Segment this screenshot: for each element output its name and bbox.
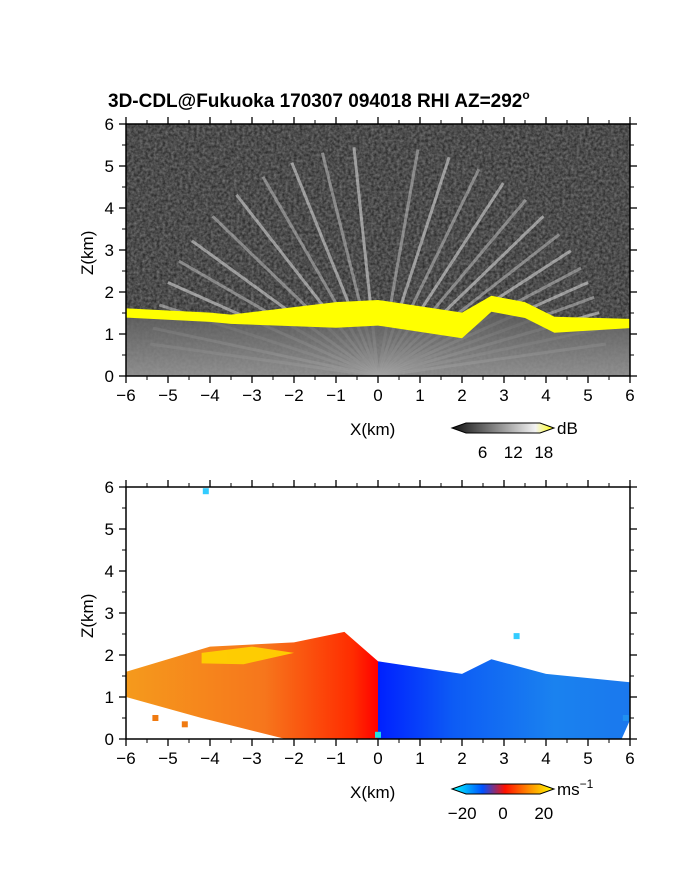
y-tick-label: 6: [105, 478, 114, 497]
y-tick-label: 5: [105, 157, 114, 176]
chart-title: 3D-CDL@Fukuoka 170307 094018 RHI AZ=292o: [108, 88, 530, 112]
colorbar-unit: ms−1: [557, 777, 594, 799]
echo-speck: [202, 488, 209, 495]
colorbar-ticks: 6 12 18: [478, 443, 553, 462]
x-tick-label: −1: [326, 749, 345, 768]
y-tick-label: 3: [105, 241, 114, 260]
y-tick-label: 1: [105, 325, 114, 344]
echo-speck: [513, 633, 520, 640]
x-tick-label: 3: [499, 749, 508, 768]
x-tick-label: 4: [541, 386, 550, 405]
cloud-base-echo: [126, 295, 630, 339]
velocity-left-upper: [201, 646, 294, 665]
x-tick-label: 6: [625, 386, 634, 405]
x-tick-label: −5: [158, 386, 177, 405]
colorbar-backscatter: 6 12 18 dB: [450, 419, 578, 462]
colorbar-bar: [450, 422, 556, 434]
velocity-left-region: [126, 631, 378, 739]
y-tick-label: 1: [105, 688, 114, 707]
colorbar-velocity: −20 0 20 ms−1: [448, 777, 594, 823]
y-axis-label: Z(km): [78, 594, 97, 638]
colorbar-ticks: −20 0 20: [448, 804, 553, 823]
colorbar-bar: [450, 783, 556, 795]
axes: −6 −5 −4 −3 −2 −1 0 1 2 3 4 5 6 0 1 2 3 4 5 6: [105, 478, 637, 768]
colorbar-tick-label: 12: [504, 443, 523, 462]
backscatter-field: [126, 124, 630, 376]
x-tick-label: 1: [415, 386, 424, 405]
x-tick-label: 0: [373, 386, 382, 405]
x-axis-label: X(km): [350, 783, 395, 802]
x-tick-label: 6: [625, 749, 634, 768]
colorbar-tick-label: 20: [534, 804, 553, 823]
x-tick-label: −5: [158, 749, 177, 768]
x-tick-label: −6: [116, 749, 135, 768]
x-tick-label: 5: [583, 386, 592, 405]
velocity-right-region: [378, 659, 630, 739]
x-tick-label: −2: [284, 749, 303, 768]
y-tick-label: 0: [105, 367, 114, 386]
y-tick-label: 4: [105, 562, 114, 581]
echo-speck: [375, 731, 381, 738]
y-axis-label: Z(km): [78, 231, 97, 275]
x-tick-label: −4: [200, 749, 219, 768]
echo-speck: [181, 721, 188, 728]
x-tick-label: 0: [373, 749, 382, 768]
x-tick-label: −3: [242, 386, 261, 405]
colorbar-tick-label: 6: [478, 443, 487, 462]
x-tick-label: 1: [415, 749, 424, 768]
x-tick-label: −4: [200, 386, 219, 405]
echo-speck: [622, 715, 629, 721]
x-tick-label: 2: [457, 749, 466, 768]
colorbar-tick-label: 18: [534, 443, 553, 462]
x-tick-label: −1: [326, 386, 345, 405]
velocity-panel: −6 −5 −4 −3 −2 −1 0 1 2 3 4 5 6 0 1 2 3 4 5 6 X(km) Z(km) −…: [78, 478, 637, 823]
x-tick-label: 5: [583, 749, 592, 768]
colorbar-tick-label: −20: [448, 804, 477, 823]
echo-speck: [152, 715, 159, 721]
x-tick-label: −2: [284, 386, 303, 405]
y-tick-label: 5: [105, 520, 114, 539]
velocity-field: [126, 487, 630, 739]
y-tick-label: 2: [105, 283, 114, 302]
colorbar-unit: dB: [557, 419, 578, 438]
axes: −6 −5 −4 −3 −2 −1 0 1 2 3 4 5 6 0 1 2 3 4 5 6: [105, 115, 637, 405]
x-tick-label: −6: [116, 386, 135, 405]
x-tick-label: −3: [242, 749, 261, 768]
y-tick-label: 3: [105, 604, 114, 623]
y-tick-label: 6: [105, 115, 114, 134]
y-tick-label: 2: [105, 646, 114, 665]
x-tick-label: 4: [541, 749, 550, 768]
x-tick-label: 3: [499, 386, 508, 405]
y-tick-label: 4: [105, 199, 114, 218]
x-axis-label: X(km): [350, 420, 395, 439]
colorbar-tick-label: 0: [498, 804, 507, 823]
x-tick-label: 2: [457, 386, 466, 405]
y-tick-label: 0: [105, 730, 114, 749]
isolated-echoes: [152, 488, 629, 738]
